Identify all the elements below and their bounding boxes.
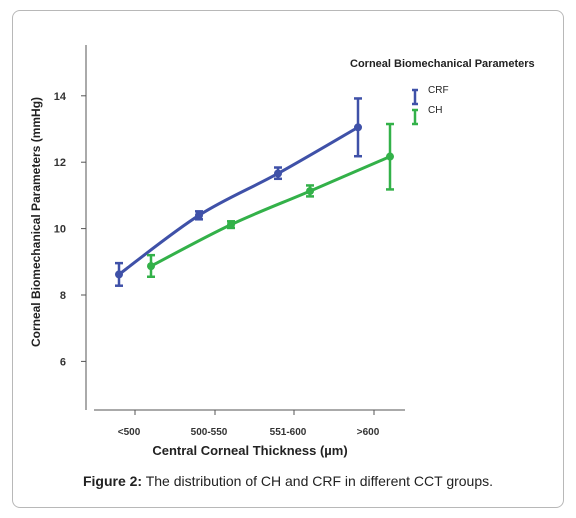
chart: 6 8 10 12 14 <500 500-550 551-600 >600 Central Co… bbox=[29, 45, 535, 458]
x-axis-title: Central Corneal Thickness (µm) bbox=[152, 443, 347, 458]
data-point-crf bbox=[115, 270, 123, 279]
series-line-crf bbox=[118, 126, 359, 276]
caption-label: Figure 2: bbox=[82, 473, 143, 489]
y-tick-label: 10 bbox=[54, 224, 66, 236]
caption-text: The distribution of CH and CRF in differ… bbox=[142, 473, 494, 489]
data-point-crf bbox=[354, 123, 362, 132]
x-tick-label: 500-550 bbox=[191, 427, 228, 438]
data-point-ch bbox=[147, 262, 155, 271]
legend-title: Corneal Biomechanical Parameters bbox=[350, 58, 535, 70]
series-line-ch bbox=[150, 155, 391, 268]
data-point-ch bbox=[306, 187, 314, 196]
figure-caption: Figure 2: The distribution of CH and CRF… bbox=[0, 473, 576, 489]
y-tick-label: 8 bbox=[60, 290, 66, 302]
y-tick-label: 14 bbox=[54, 91, 67, 103]
y-axis-title: Corneal Biomechanical Parameters (mmHg) bbox=[29, 97, 43, 347]
legend-label-ch: CH bbox=[428, 105, 442, 116]
figure-frame bbox=[12, 10, 564, 508]
data-point-ch bbox=[386, 152, 394, 161]
data-point-ch bbox=[227, 220, 235, 229]
x-tick-label: >600 bbox=[357, 427, 380, 438]
y-tick-label: 6 bbox=[60, 356, 66, 368]
data-point-crf bbox=[195, 211, 203, 220]
x-tick-label: <500 bbox=[118, 427, 141, 438]
y-tick-label: 12 bbox=[54, 157, 66, 169]
data-point-crf bbox=[274, 169, 282, 178]
legend-label-crf: CRF bbox=[428, 85, 449, 96]
x-tick-label: 551-600 bbox=[270, 427, 307, 438]
